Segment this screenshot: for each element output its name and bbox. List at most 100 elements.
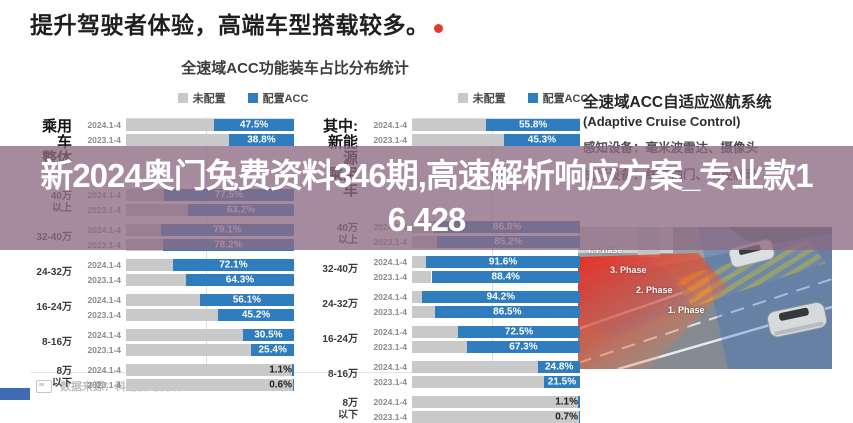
blue-swatch-icon xyxy=(527,93,538,103)
bar-row: 2024.1-4 30.5% xyxy=(78,329,298,341)
year-label: 2023.1-4 xyxy=(373,412,407,422)
bar-value-label: 45.2% xyxy=(241,309,271,321)
bar-group: 32-40万 2024.1-4 91.6% 2023.1-4 88.4% xyxy=(316,256,584,283)
legend-item-equipped: 配置ACC xyxy=(247,90,308,106)
plot-top-border xyxy=(126,118,294,119)
bar-track: 38.8% xyxy=(126,134,294,146)
acc-subtitle: (Adaptive Cruise Control) xyxy=(583,114,741,129)
category-label: 8万 以下 xyxy=(338,397,358,421)
bar-row: 2024.1-4 55.8% xyxy=(364,119,584,131)
bar-equipped-acc xyxy=(458,326,580,338)
bar-value-label: 30.5% xyxy=(254,329,283,341)
bar-value-label: 72.1% xyxy=(219,259,248,271)
phase-label-1: 1. Phase xyxy=(668,305,705,315)
bar-not-equipped xyxy=(412,291,422,303)
bar-equipped-acc xyxy=(543,376,580,388)
bar-value-label: 55.8% xyxy=(518,119,548,131)
bar-row: 2024.1-4 72.1% xyxy=(78,259,298,271)
bar-group: 24-32万 2024.1-4 72.1% 2023.1-4 64.3% xyxy=(30,259,298,286)
bar-group: 8万 以下 2024.1-4 1.1% 2023.1-4 0.6% xyxy=(30,364,298,391)
year-label: 2023.1-4 xyxy=(87,345,121,355)
category-label: 8-16万 xyxy=(41,336,72,348)
bar-not-equipped xyxy=(412,134,504,146)
legend-item-not-equipped: 未配置 xyxy=(457,90,506,106)
bar-track: 1.1% xyxy=(126,364,294,376)
bar-track: 86.5% xyxy=(412,306,580,318)
gray-swatch-icon xyxy=(177,93,188,103)
bar-row: 2024.1-4 24.8% xyxy=(364,361,584,373)
phase-label-2: 2. Phase xyxy=(636,285,673,295)
bar-track: 0.6% xyxy=(126,379,294,391)
bar-row: 2023.1-4 88.4% xyxy=(364,271,584,283)
bar-value-label: 25.4% xyxy=(258,344,287,356)
bar-not-equipped xyxy=(126,379,293,391)
bar-not-equipped xyxy=(412,411,579,423)
category-label: 24-32万 xyxy=(36,266,72,278)
year-label: 2023.1-4 xyxy=(87,275,121,285)
year-label: 2024.1-4 xyxy=(373,292,407,302)
legend-item-equipped: 配置ACC xyxy=(527,90,589,106)
bar-track: 25.4% xyxy=(126,344,294,356)
bar-row: 2023.1-4 67.3% xyxy=(364,341,584,353)
bar-not-equipped xyxy=(126,294,200,306)
category-label: 32-40万 xyxy=(322,263,358,275)
bar-row: 2023.1-4 0.7% xyxy=(364,411,584,423)
bar-equipped-acc xyxy=(421,291,580,303)
phases-road-image: 4. Phase 3. Phase 2. Phase 1. Phase xyxy=(578,227,832,369)
bar-not-equipped xyxy=(412,119,487,131)
bar-row: 2023.1-4 45.3% xyxy=(364,134,584,146)
year-label: 2023.1-4 xyxy=(373,377,407,387)
bar-value-label: 21.5% xyxy=(547,376,577,388)
bar-not-equipped xyxy=(412,361,539,373)
bar-not-equipped xyxy=(126,364,293,376)
bar-group: 16-24万 2024.1-4 72.5% 2023.1-4 67.3% xyxy=(316,326,584,353)
bar-value-label: 45.3% xyxy=(527,134,557,146)
bar-track: 94.2% xyxy=(412,291,580,303)
legend-label: 未配置 xyxy=(192,93,226,105)
category-label: 16-24万 xyxy=(322,333,358,345)
bar-track: 47.5% xyxy=(126,119,294,131)
bar-group: 16-24万 2024.1-4 56.1% 2023.1-4 45.2% xyxy=(30,294,298,321)
bar-equipped-acc xyxy=(578,396,580,408)
bar-row: 2024.1-4 1.1% xyxy=(78,364,298,376)
bar-group: 24-32万 2024.1-4 94.2% 2023.1-4 86.5% xyxy=(316,291,584,318)
phase-label-4: 4. Phase xyxy=(586,245,623,255)
year-label: 2024.1-4 xyxy=(373,327,407,337)
bar-track: 45.2% xyxy=(126,309,294,321)
bar-track: 67.3% xyxy=(412,341,580,353)
year-label: 2024.1-4 xyxy=(87,365,121,375)
year-label: 2024.1-4 xyxy=(87,295,121,305)
legend-label: 配置ACC xyxy=(542,93,589,105)
bar-track: 56.1% xyxy=(126,294,294,306)
overlay-text-line2: 6.428 xyxy=(387,201,467,238)
bar-not-equipped xyxy=(412,256,427,268)
year-label: 2024.1-4 xyxy=(373,397,407,407)
bar-equipped-acc xyxy=(431,271,580,283)
year-label: 2023.1-4 xyxy=(87,310,121,320)
bar-equipped-acc xyxy=(218,309,294,321)
bar-track: 21.5% xyxy=(412,376,580,388)
year-label: 2024.1-4 xyxy=(373,120,407,130)
bar-not-equipped xyxy=(126,274,186,286)
bar-value-label: 56.1% xyxy=(232,294,262,306)
bar-track: 72.5% xyxy=(412,326,580,338)
year-label: 2024.1-4 xyxy=(373,257,407,267)
bar-track: 24.8% xyxy=(412,361,580,373)
bar-track: 64.3% xyxy=(126,274,294,286)
bar-track: 1.1% xyxy=(412,396,580,408)
bar-group: 乘用车整体2024.1-447.5%2023.1-438.8% xyxy=(30,119,298,167)
title-accent-dot-icon xyxy=(433,24,443,33)
bar-not-equipped xyxy=(126,344,252,356)
bar-not-equipped xyxy=(412,326,459,338)
bar-group: 8-16万 2024.1-4 24.8% 2023.1-4 21.5% xyxy=(316,361,584,388)
bar-equipped-acc xyxy=(293,379,294,391)
year-label: 2024.1-4 xyxy=(373,362,407,372)
category-label: 24-32万 xyxy=(322,298,358,310)
bar-row: 2023.1-4 86.5% xyxy=(364,306,584,318)
bar-track: 0.7% xyxy=(412,411,580,423)
page-title-text: 提升驾驶者体验，高端车型搭载较多。 xyxy=(30,12,430,38)
acc-title: 全速域ACC自适应巡航系统 xyxy=(583,94,772,111)
bar-not-equipped xyxy=(412,306,435,318)
bar-track: 55.8% xyxy=(412,119,580,131)
bar-not-equipped xyxy=(126,309,219,321)
